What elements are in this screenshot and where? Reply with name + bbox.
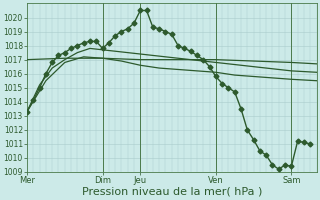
X-axis label: Pression niveau de la mer( hPa ): Pression niveau de la mer( hPa ) <box>82 187 262 197</box>
